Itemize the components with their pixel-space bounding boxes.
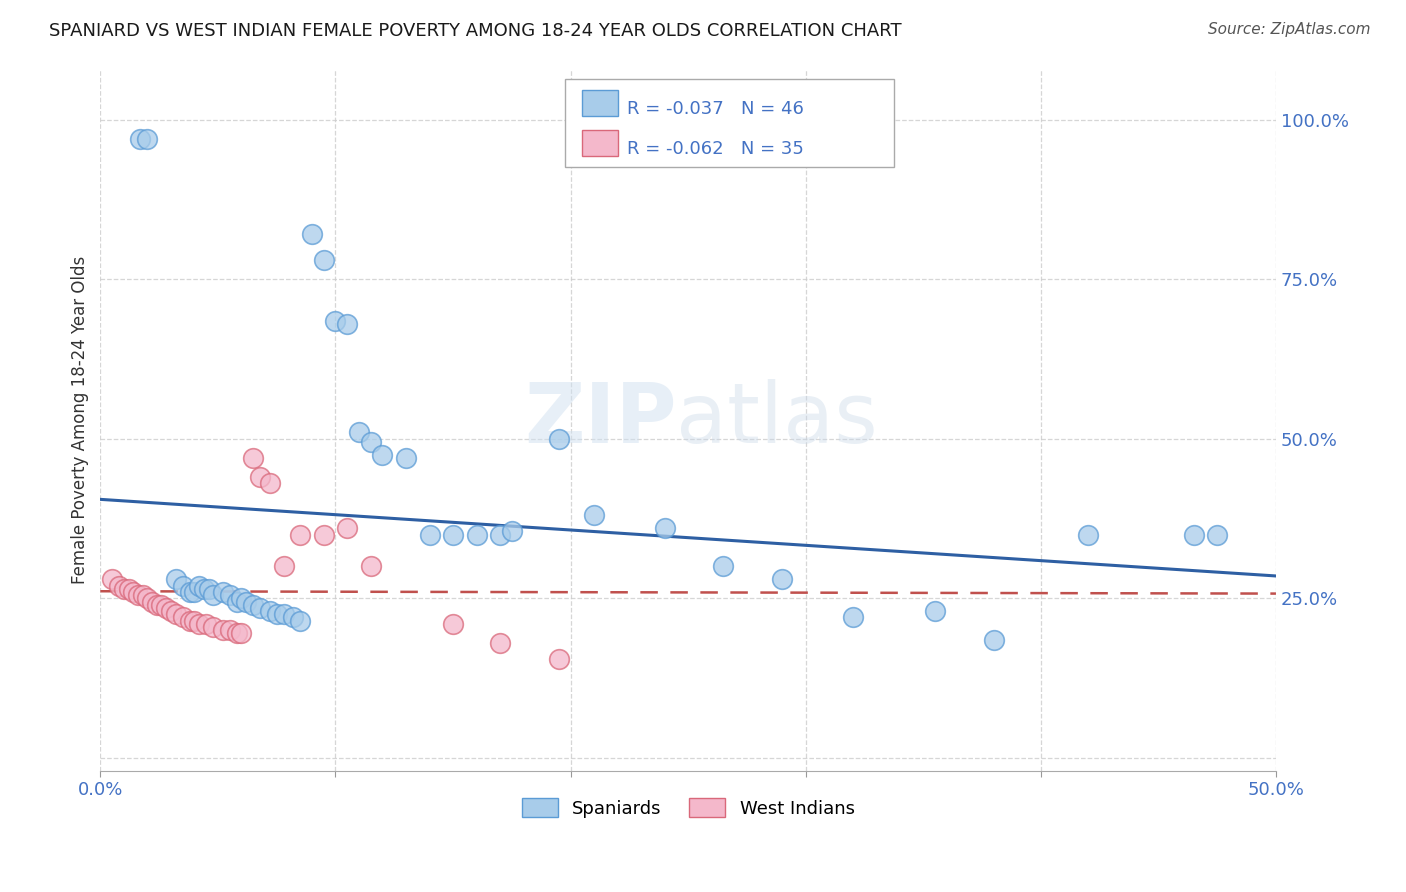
Point [654, 521, 676, 535]
Point [242, 450, 264, 465]
Point [179, 614, 201, 628]
Point [273, 607, 295, 622]
Point [290, 614, 312, 628]
Point [231, 626, 253, 640]
Point [172, 578, 194, 592]
Point [197, 582, 219, 596]
Point [131, 588, 153, 602]
Point [360, 559, 382, 574]
Point [117, 582, 139, 596]
Point [489, 636, 512, 650]
Point [127, 588, 149, 602]
Point [211, 624, 233, 638]
Point [225, 626, 247, 640]
Point [218, 588, 240, 602]
Point [235, 594, 257, 608]
Point [360, 434, 382, 449]
Point [108, 578, 131, 592]
Point [155, 601, 177, 615]
Point [325, 313, 347, 327]
Bar [582, 90, 617, 116]
Point [547, 432, 569, 446]
Point [136, 132, 159, 146]
Point [259, 476, 281, 491]
Text: Source: ZipAtlas.com: Source: ZipAtlas.com [1208, 22, 1371, 37]
Point [312, 527, 335, 541]
Point [418, 527, 440, 541]
Text: ZIP: ZIP [524, 379, 676, 460]
Point [983, 632, 1005, 647]
Point [547, 652, 569, 666]
Point [165, 607, 187, 622]
Point [195, 616, 218, 631]
Point [122, 585, 145, 599]
Point [172, 610, 194, 624]
Point [188, 578, 211, 592]
Point [141, 594, 163, 608]
Legend: Spaniards, West Indians: Spaniards, West Indians [515, 791, 862, 825]
Point [1077, 527, 1099, 541]
Y-axis label: Female Poverty Among 18-24 Year Olds: Female Poverty Among 18-24 Year Olds [72, 255, 89, 583]
Point [371, 448, 394, 462]
Point [259, 604, 281, 618]
Point [165, 572, 187, 586]
Point [160, 604, 183, 618]
Text: R = -0.062   N = 35: R = -0.062 N = 35 [627, 140, 804, 158]
Point [202, 588, 225, 602]
Point [770, 572, 793, 586]
Point [347, 425, 370, 440]
Point [218, 624, 240, 638]
Point [281, 610, 304, 624]
Point [183, 614, 205, 628]
Point [202, 620, 225, 634]
Point [290, 527, 312, 541]
Text: atlas: atlas [676, 379, 879, 460]
Text: SPANIARD VS WEST INDIAN FEMALE POVERTY AMONG 18-24 YEAR OLDS CORRELATION CHART: SPANIARD VS WEST INDIAN FEMALE POVERTY A… [49, 22, 901, 40]
Point [183, 585, 205, 599]
Point [101, 572, 124, 586]
Point [249, 601, 271, 615]
Text: R = -0.037   N = 46: R = -0.037 N = 46 [627, 100, 804, 118]
Point [225, 594, 247, 608]
Bar [582, 130, 617, 156]
Point [583, 508, 606, 523]
Point [336, 521, 359, 535]
Point [273, 559, 295, 574]
Point [441, 616, 464, 631]
Point [112, 582, 135, 596]
Point [441, 527, 464, 541]
Point [501, 524, 523, 539]
Point [924, 604, 946, 618]
Point [231, 591, 253, 606]
Point [193, 582, 215, 596]
Point [489, 527, 512, 541]
Point [301, 227, 323, 242]
Point [129, 132, 152, 146]
Point [1206, 527, 1229, 541]
Point [713, 559, 735, 574]
Point [266, 607, 288, 622]
Point [395, 450, 418, 465]
FancyBboxPatch shape [565, 79, 894, 167]
Point [146, 598, 169, 612]
Point [136, 591, 159, 606]
Point [312, 253, 335, 268]
Point [242, 598, 264, 612]
Point [150, 598, 173, 612]
Point [465, 527, 488, 541]
Point [1182, 527, 1205, 541]
Point [842, 610, 865, 624]
Point [188, 616, 211, 631]
Point [211, 585, 233, 599]
Point [179, 585, 201, 599]
Point [249, 470, 271, 484]
Point [336, 317, 359, 331]
